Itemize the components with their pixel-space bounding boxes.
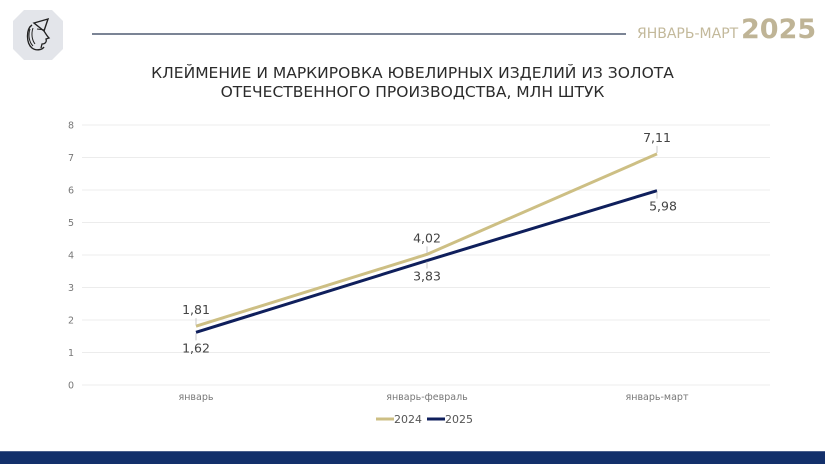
data-label: 5,98 — [649, 199, 677, 214]
x-tick-label: январь-февраль — [386, 392, 468, 403]
period-label: ЯНВАРЬ-МАРТ — [637, 26, 739, 42]
data-label: 1,81 — [182, 302, 210, 317]
legend: 2024 2025 — [376, 413, 473, 426]
logo — [13, 10, 63, 60]
y-tick-label: 7 — [68, 153, 74, 164]
line-chart: 0 1 2 3 4 5 6 7 8 январь январь-февраль январь-мар… — [68, 121, 770, 426]
y-axis-ticks: 0 1 2 3 4 5 6 7 8 — [68, 121, 74, 392]
y-tick-label: 0 — [68, 381, 74, 392]
series-line-2024 — [195, 152, 658, 328]
y-tick-label: 2 — [68, 316, 74, 327]
data-label: 4,02 — [413, 230, 441, 245]
legend-label-2024: 2024 — [394, 413, 422, 426]
x-tick-label: январь — [179, 392, 214, 403]
chart-title: КЛЕЙМЕНИЕ И МАРКИРОВКА ЮВЕЛИРНЫХ ИЗДЕЛИЙ… — [0, 64, 825, 102]
y-tick-label: 4 — [68, 251, 74, 262]
series-line-2025 — [195, 189, 658, 334]
chart-title-line2: ОТЕЧЕСТВЕННОГО ПРОИЗВОДСТВА, МЛН ШТУК — [220, 83, 605, 101]
x-axis-ticks: январь январь-февраль январь-март — [179, 392, 689, 403]
y-tick-label: 1 — [68, 348, 74, 359]
female-profile-helmet-icon — [26, 17, 51, 51]
data-label: 1,62 — [182, 340, 210, 355]
x-tick-label: январь-март — [626, 392, 689, 403]
y-tick-label: 8 — [68, 121, 74, 132]
data-label: 3,83 — [413, 269, 441, 284]
series-lines — [195, 152, 658, 334]
y-tick-label: 3 — [68, 283, 74, 294]
legend-label-2025: 2025 — [445, 413, 473, 426]
y-tick-label: 6 — [68, 186, 74, 197]
year-label: 2025 — [741, 14, 817, 45]
header-rule — [92, 33, 626, 35]
data-label: 7,11 — [643, 130, 671, 145]
footer-bar — [0, 451, 825, 464]
data-labels: 1,81 4,02 7,11 1,62 3,83 5,98 — [182, 130, 677, 355]
chart-title-line1: КЛЕЙМЕНИЕ И МАРКИРОВКА ЮВЕЛИРНЫХ ИЗДЕЛИЙ… — [151, 64, 674, 82]
y-tick-label: 5 — [68, 218, 74, 229]
